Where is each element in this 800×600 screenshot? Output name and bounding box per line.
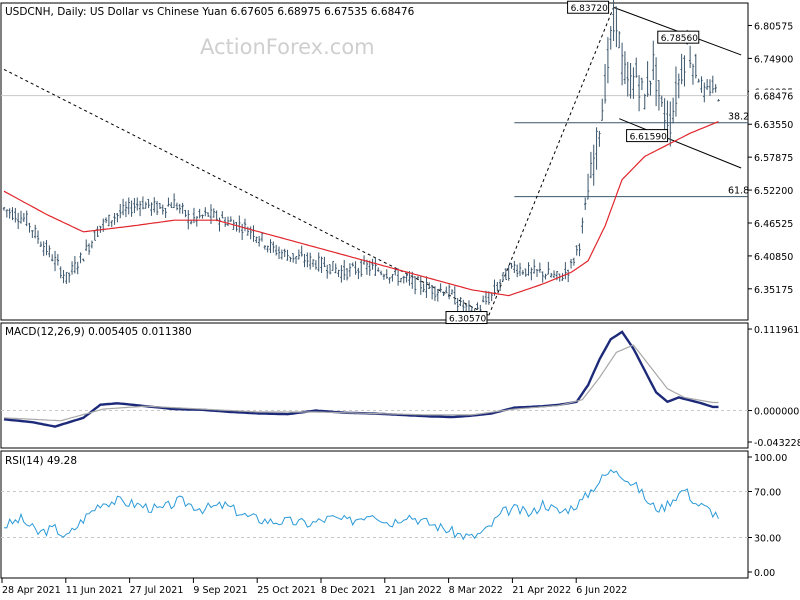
moving-average-line [3,121,719,297]
x-tick-label: 28 Apr 2021 [2,585,61,596]
x-tick-label: 25 Oct 2021 [257,585,316,596]
x-tick-label: 9 Sep 2021 [193,585,247,596]
x-tick-label: 27 Jul 2021 [130,585,184,596]
price-annotation-box [657,30,700,44]
x-tick-label: 6 Jun 2022 [576,585,627,596]
x-tick-label: 8 Mar 2022 [449,585,503,596]
fib-level-label: 61.8 [728,186,749,197]
watermark: ActionForex.com [200,35,375,59]
price-tick-label: 6.35175 [754,285,793,296]
fib-level-label: 38.2 [728,112,749,123]
macd-title: MACD(12,26,9) 0.005405 0.011380 [5,326,192,338]
price-axis: 6.805756.749006.692256.635506.578756.522… [1,21,797,296]
x-tick-label: 11 Jun 2021 [66,585,123,596]
moving-average-series [3,121,719,297]
rsi-title: RSI(14) 49.28 [5,455,77,467]
x-tick-label: 21 Apr 2022 [512,585,571,596]
macd-panel-frame [0,322,749,449]
rsi-tick-label: 100.00 [754,453,787,464]
macd-tick-label: -0.043228 [754,438,800,449]
price-tick-label: 6.74900 [754,54,793,65]
price-annotation-label: 6.30570 [449,315,486,325]
price-tick-label: 6.40850 [754,252,793,263]
trendline [488,7,615,316]
price-annotation-label: 6.78560 [661,34,698,44]
price-annotation-label: 6.61590 [630,133,667,143]
rsi-series: 100.00 70.00 30.00 0.00 [1,453,787,579]
price-annotation-box [626,129,669,143]
price-annotation-box [567,0,610,14]
macd-tick-label: 0.111961 [754,325,799,336]
macd-signal-line [3,344,719,422]
trendline [619,118,742,169]
x-tick-label: 8 Dec 2021 [321,585,376,596]
rsi-tick-label: 70.00 [754,488,781,499]
rsi-panel-frame [0,450,749,579]
price-tick-label: 6.52200 [754,186,793,197]
price-tick-label: 6.63550 [754,120,793,131]
current-price-label: 6.68476 [754,92,793,103]
x-axis: 28 Apr 2021 11 Jun 2021 27 Jul 2021 9 Sep 2… [1,578,627,596]
macd-line [3,330,719,428]
price-annotation-box [445,311,488,325]
price-panel-frame [0,2,749,321]
price-annotations: 6.83720 6.78560 6.61590 6.30570 [445,0,700,325]
price-tick-label: 6.46525 [754,219,793,230]
macd-series: 0.111961 0.000000 -0.043228 [1,325,800,449]
current-price-box [749,89,797,102]
trendlines [3,6,742,316]
rsi-line [3,469,719,541]
trendline [3,68,490,316]
x-tick-label: 21 Jan 2022 [385,585,442,596]
rsi-tick-label: 30.00 [754,534,781,545]
price-tick-label: 6.57875 [754,153,793,164]
price-annotation-label: 6.83720 [571,4,608,14]
chart-title: USDCNH, Daily: US Dollar vs Chinese Yuan… [5,6,415,18]
fibonacci-levels: 38.2 61.8 [514,112,749,198]
price-tick-label: 6.80575 [754,21,793,32]
macd-tick-label: 0.000000 [754,407,799,418]
rsi-tick-label: 0.00 [754,568,775,579]
